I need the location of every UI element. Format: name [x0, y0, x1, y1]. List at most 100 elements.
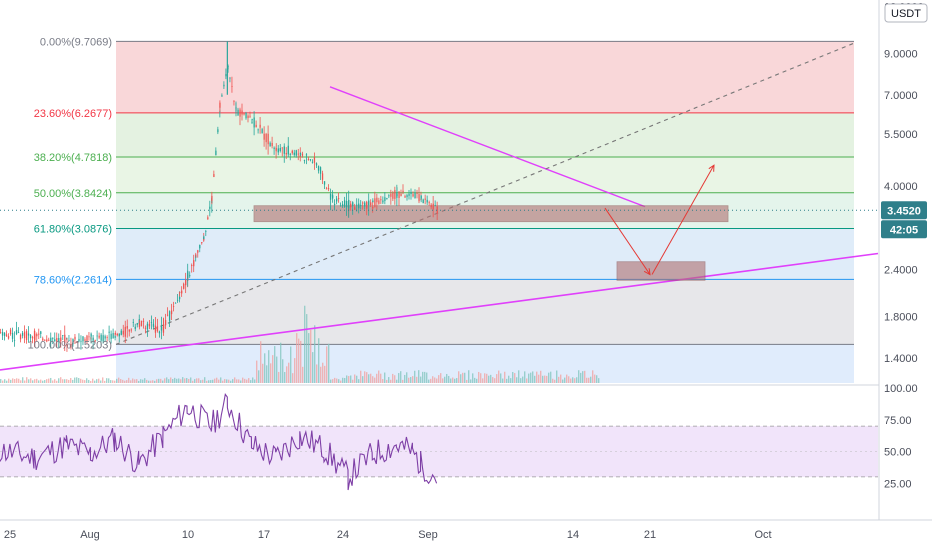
- volume-bar: [524, 371, 526, 383]
- volume-bar: [418, 370, 420, 383]
- candle-body: [334, 204, 336, 205]
- volume-bar: [570, 378, 572, 383]
- volume-bar: [564, 377, 566, 383]
- volume-bar: [480, 373, 482, 383]
- candle-body: [36, 334, 38, 337]
- volume-bar: [52, 380, 54, 383]
- rsi-tick-label: 75.00: [884, 415, 912, 427]
- volume-bar: [244, 378, 246, 383]
- volume-bar: [422, 371, 424, 383]
- candle-body: [90, 333, 92, 337]
- volume-bar: [408, 377, 410, 383]
- volume-bar: [254, 379, 256, 383]
- candle-body: [436, 206, 438, 214]
- candle-body: [142, 321, 145, 323]
- candle-body: [11, 332, 14, 339]
- volume-bar: [370, 373, 372, 383]
- candle-body: [388, 195, 390, 197]
- volume-bar: [262, 363, 264, 383]
- volume-bar: [300, 340, 302, 383]
- volume-bar: [22, 377, 24, 383]
- volume-bar: [594, 374, 596, 383]
- volume-bar: [404, 374, 406, 383]
- fib-level-label: 0.00%(9.7069): [40, 36, 112, 48]
- candle-body: [191, 265, 193, 266]
- rsi-line: [0, 393, 438, 491]
- candle-body: [98, 335, 100, 338]
- volume-bar: [202, 379, 204, 383]
- volume-bar: [574, 378, 576, 383]
- candle-body: [34, 333, 36, 341]
- volume-bar: [588, 377, 590, 383]
- candle-body: [132, 322, 134, 323]
- candle-body: [100, 334, 102, 341]
- candle-body: [66, 344, 68, 346]
- volume-bar: [126, 380, 128, 383]
- volume-bar: [268, 350, 270, 383]
- fib-zone: [116, 228, 854, 280]
- volume-bar: [470, 379, 472, 383]
- candle-body: [313, 157, 316, 163]
- volume-bar: [322, 362, 324, 383]
- volume-bar: [218, 379, 220, 383]
- candle-body: [358, 203, 360, 209]
- volume-bar: [438, 375, 440, 383]
- volume-bar: [192, 380, 194, 383]
- volume-bar: [252, 377, 254, 383]
- volume-bar: [586, 377, 588, 383]
- price-tick-label: 4.0000: [884, 181, 918, 193]
- candle-body: [15, 330, 18, 335]
- volume-bar: [310, 329, 312, 383]
- candle-body: [174, 302, 177, 304]
- candle-body: [136, 323, 138, 325]
- volume-bar: [388, 377, 390, 383]
- volume-bar: [144, 378, 146, 383]
- candle-body: [321, 173, 324, 180]
- price-tick-label: 1.8000: [884, 312, 918, 324]
- volume-bar: [382, 379, 384, 383]
- candle-body: [239, 109, 241, 117]
- volume-bar: [82, 379, 84, 383]
- volume-bar: [390, 379, 392, 383]
- candle-body: [285, 152, 287, 155]
- volume-bar: [34, 379, 36, 383]
- candle-body: [13, 339, 16, 341]
- volume-bar: [504, 371, 506, 383]
- volume-bar: [94, 380, 96, 383]
- support-trendline: [0, 252, 879, 371]
- volume-bar: [162, 380, 164, 383]
- volume-bar: [148, 380, 150, 383]
- candle-body: [205, 231, 207, 232]
- candle-body: [259, 124, 261, 128]
- candle-body: [241, 110, 243, 115]
- candle-body: [178, 296, 181, 300]
- volume-bar: [366, 372, 368, 383]
- price-tick-label: 2.4000: [884, 265, 918, 277]
- candle-body: [203, 236, 205, 240]
- volume-bar: [320, 366, 322, 383]
- target-box: [616, 261, 706, 281]
- candle-body: [265, 133, 267, 143]
- candle-body: [287, 145, 289, 155]
- candle-body: [400, 193, 402, 196]
- candle-body: [319, 167, 322, 174]
- volume-bar: [316, 364, 318, 383]
- candle-body: [164, 320, 167, 326]
- volume-bar: [392, 373, 394, 383]
- candle-body: [430, 204, 432, 208]
- volume-bar: [42, 380, 44, 383]
- candle-body: [176, 299, 179, 301]
- volume-bar: [160, 378, 162, 383]
- candle-body: [124, 326, 126, 337]
- candle-body: [307, 159, 310, 161]
- volume-bar: [578, 370, 580, 383]
- volume-bar: [260, 341, 262, 383]
- volume-bar: [152, 380, 154, 383]
- volume-bar: [584, 370, 586, 383]
- candle-body: [323, 181, 326, 185]
- candle-body: [362, 202, 364, 204]
- volume-bars: [0, 305, 600, 383]
- candle-body: [172, 306, 175, 308]
- volume-bar: [502, 378, 504, 383]
